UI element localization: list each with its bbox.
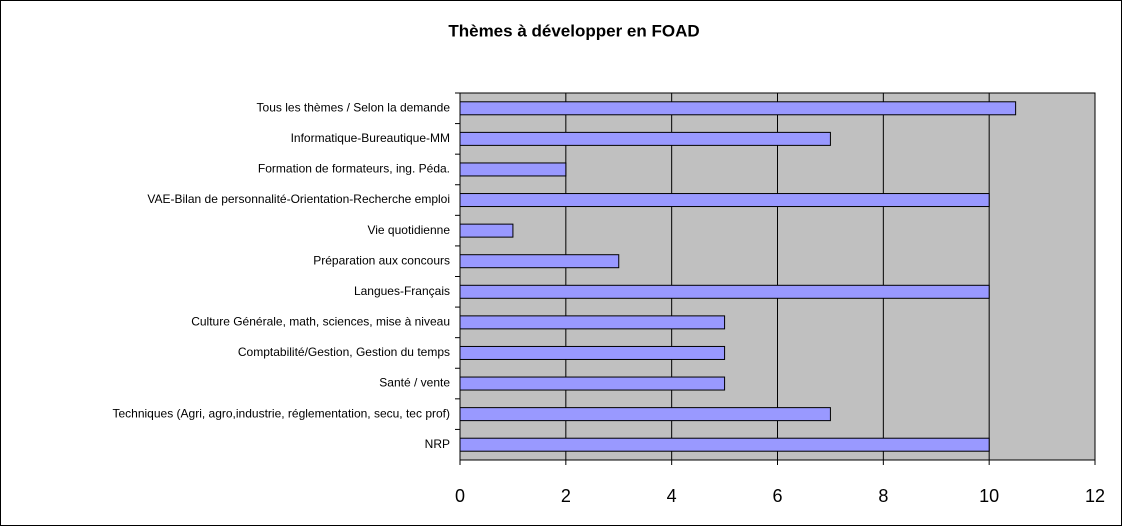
bar <box>459 284 990 299</box>
x-tick-label: 10 <box>979 486 999 506</box>
x-tick-label: 12 <box>1085 486 1105 506</box>
y-tick-label: Formation de formateurs, ing. Péda. <box>258 162 450 176</box>
bar <box>459 101 1017 116</box>
bar <box>459 131 831 146</box>
bar <box>459 376 726 391</box>
y-tick-label: Santé / vente <box>379 376 450 390</box>
y-tick-label: Culture Générale, math, sciences, mise à… <box>191 315 450 329</box>
y-tick-label: Techniques (Agri, agro,industrie, réglem… <box>112 406 450 420</box>
y-tick-label: Informatique-Bureautique-MM <box>291 131 450 145</box>
bar <box>459 345 726 360</box>
bar <box>459 193 990 208</box>
x-tick-label: 0 <box>455 486 465 506</box>
y-tick-label: NRP <box>425 437 450 451</box>
x-tick-label: 2 <box>561 486 571 506</box>
bar <box>459 315 726 330</box>
y-tick-label: Préparation aux concours <box>313 253 450 267</box>
chart-title: Thèmes à développer en FOAD <box>448 21 699 40</box>
y-tick-label: VAE-Bilan de personnalité-Orientation-Re… <box>147 192 450 206</box>
bar <box>459 162 567 177</box>
y-tick-label: Comptabilité/Gestion, Gestion du temps <box>238 345 450 359</box>
y-tick-label: Vie quotidienne <box>367 223 450 237</box>
bar <box>459 437 990 452</box>
x-tick-label: 6 <box>772 486 782 506</box>
x-tick-label: 4 <box>667 486 677 506</box>
x-tick-label: 8 <box>878 486 888 506</box>
bar <box>459 254 620 269</box>
y-tick-label: Tous les thèmes / Selon la demande <box>257 100 451 114</box>
bar <box>459 407 831 422</box>
bar <box>459 223 514 238</box>
y-tick-label: Langues-Français <box>354 284 450 298</box>
